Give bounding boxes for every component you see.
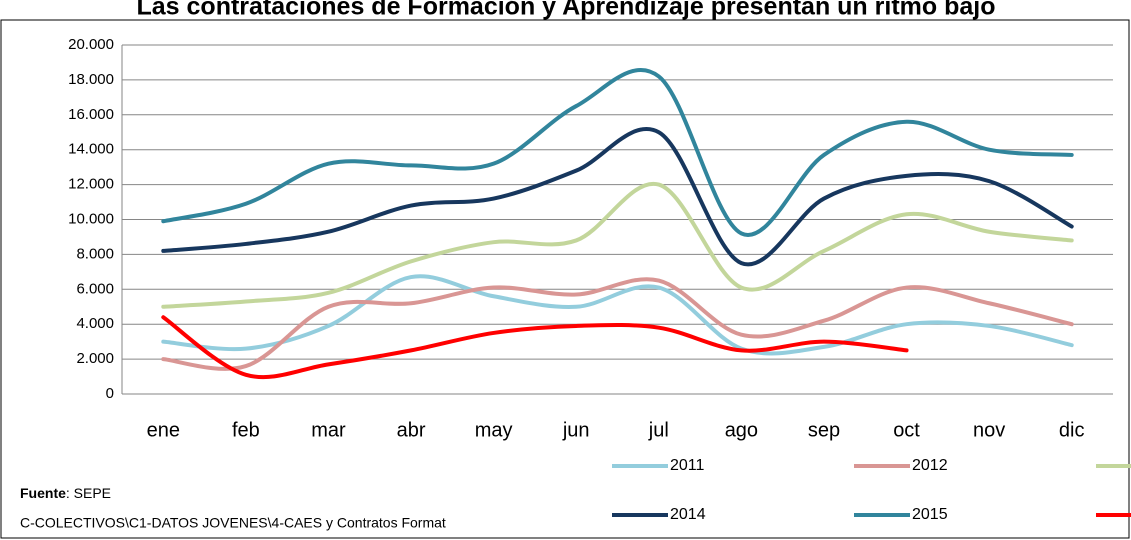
- line-series: [161, 274, 1074, 356]
- x-tick-label: may: [475, 419, 513, 441]
- y-tick-label: 8.000: [76, 245, 114, 262]
- x-tick-label: ene: [147, 419, 180, 441]
- source: Fuente: SEPE: [20, 485, 111, 501]
- legend-label: 2015: [912, 506, 948, 523]
- source-label: Fuente: [20, 485, 66, 501]
- line-series: [161, 127, 1074, 267]
- x-tick-label: feb: [232, 419, 260, 441]
- y-tick-label: 14.000: [68, 141, 114, 158]
- x-tick-label: jul: [648, 419, 669, 441]
- line-series: [161, 181, 1074, 309]
- legend-label: 2012: [912, 457, 948, 474]
- x-tick-label: sep: [808, 419, 840, 441]
- source-text: : SEPE: [66, 485, 111, 501]
- x-tick-label: abr: [397, 419, 426, 441]
- x-tick-label: dic: [1059, 419, 1085, 441]
- y-tick-label: 16.000: [68, 106, 114, 123]
- y-tick-label: 0: [106, 385, 114, 402]
- y-tick-label: 10.000: [68, 210, 114, 227]
- y-tick-label: 2.000: [76, 350, 114, 367]
- y-tick-label: 12.000: [68, 176, 114, 193]
- y-tick-label: 20.000: [68, 36, 114, 53]
- x-tick-label: jun: [562, 419, 590, 441]
- line-series: [161, 68, 1074, 237]
- x-tick-label: ago: [725, 419, 758, 441]
- y-tick-label: 18.000: [68, 71, 114, 88]
- x-tick-label: mar: [311, 419, 346, 441]
- line-series: [161, 277, 1074, 371]
- legend-label: 2014: [670, 506, 706, 523]
- chart-title: Las contrataciones de Formación y Aprend…: [137, 0, 996, 21]
- line-series: [161, 315, 909, 380]
- source-path: C-COLECTIVOS\C1-DATOS JOVENES\4-CAES y C…: [20, 515, 446, 531]
- chart-border: [0, 19, 1130, 539]
- y-tick-label: 4.000: [76, 315, 114, 332]
- legend-label: 2011: [670, 457, 705, 474]
- y-tick-label: 6.000: [76, 280, 114, 297]
- x-tick-label: nov: [973, 419, 1005, 441]
- x-tick-label: oct: [893, 419, 920, 441]
